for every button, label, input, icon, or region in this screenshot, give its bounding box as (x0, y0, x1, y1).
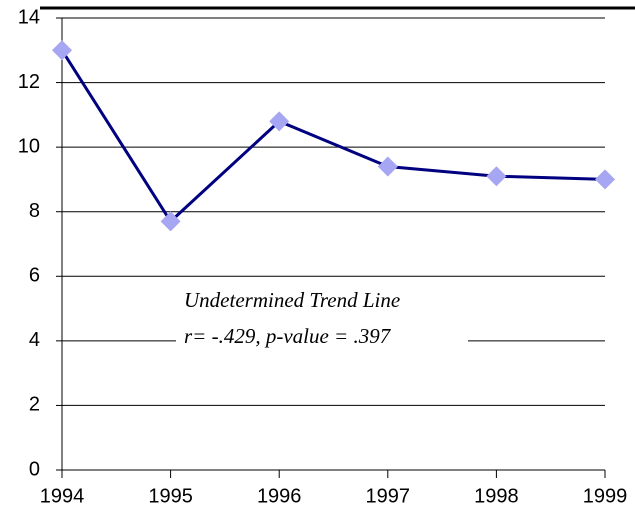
y-tick-label: 10 (18, 135, 40, 157)
annotation-box (176, 282, 468, 360)
annotation: Undetermined Trend Line (184, 288, 400, 312)
data-point (595, 169, 615, 190)
x-tick-label: 1995 (148, 485, 193, 507)
data-point (160, 211, 181, 232)
data-point (269, 111, 290, 132)
y-tick-label: 2 (29, 394, 40, 416)
y-tick-label: 12 (18, 71, 40, 93)
y-tick-label: 6 (29, 265, 40, 287)
data-point (486, 166, 507, 187)
y-tick-label: 8 (29, 200, 40, 222)
y-tick-label: 14 (18, 6, 40, 28)
x-tick-label: 1996 (257, 485, 302, 507)
x-tick-label: 1994 (40, 485, 85, 507)
x-tick-label: 1997 (366, 485, 411, 507)
y-tick-label: 4 (29, 329, 40, 351)
y-tick-label: 0 (29, 458, 40, 480)
annotation: r= -.429, p-value = .397 (184, 324, 392, 348)
series-line (60, 49, 606, 224)
data-point (52, 40, 72, 61)
x-tick-label: 1999 (583, 485, 628, 507)
data-point (377, 156, 398, 177)
x-tick-label: 1998 (474, 485, 519, 507)
